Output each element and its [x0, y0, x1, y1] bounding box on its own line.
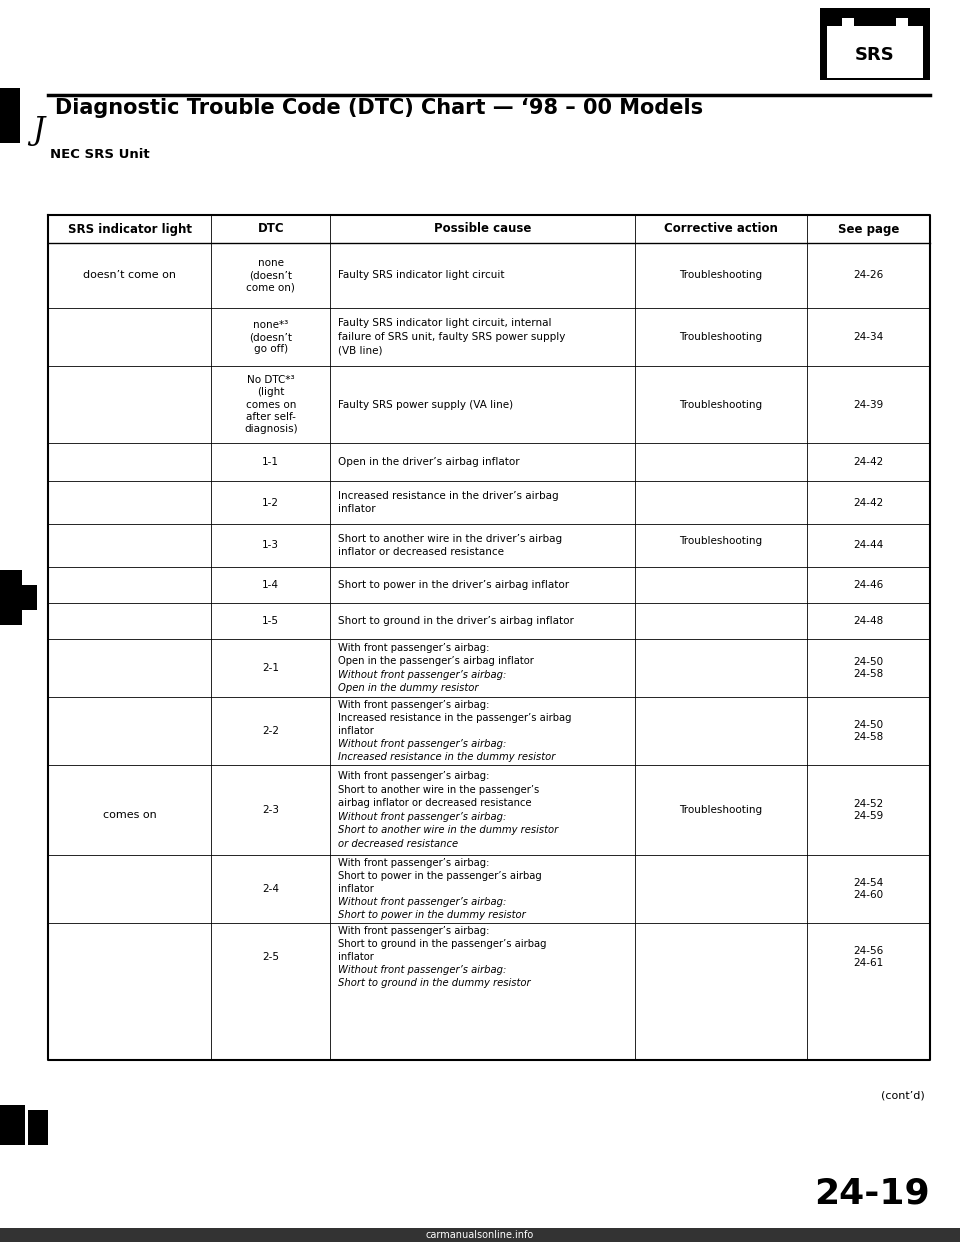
- Text: 24-56
24-61: 24-56 24-61: [853, 946, 883, 969]
- Text: Open in the passenger’s airbag inflator: Open in the passenger’s airbag inflator: [338, 656, 534, 666]
- Text: Short to ground in the dummy resistor: Short to ground in the dummy resistor: [338, 977, 531, 987]
- Text: 24-50
24-58: 24-50 24-58: [853, 657, 883, 679]
- Text: Without front passenger’s airbag:: Without front passenger’s airbag:: [338, 897, 507, 907]
- Text: 24-48: 24-48: [853, 616, 883, 626]
- Text: doesn’t come on: doesn’t come on: [84, 271, 176, 281]
- Bar: [22, 585, 37, 610]
- Text: airbag inflator or decreased resistance: airbag inflator or decreased resistance: [338, 799, 532, 809]
- Text: inflator: inflator: [338, 504, 376, 514]
- Text: (cont’d): (cont’d): [881, 1090, 925, 1100]
- Text: 24-39: 24-39: [853, 400, 883, 410]
- Text: SRS: SRS: [855, 46, 895, 65]
- Text: See page: See page: [837, 222, 899, 236]
- Text: No DTC*³
(light
comes on
after self-
diagnosis): No DTC*³ (light comes on after self- dia…: [244, 375, 298, 435]
- Text: Troubleshooting: Troubleshooting: [679, 332, 762, 342]
- Text: 1-1: 1-1: [262, 457, 279, 467]
- Text: 24-46: 24-46: [853, 580, 883, 590]
- Text: Without front passenger’s airbag:: Without front passenger’s airbag:: [338, 739, 507, 749]
- Text: 2-5: 2-5: [262, 953, 279, 963]
- Bar: [896, 17, 908, 26]
- Text: –: –: [842, 22, 849, 36]
- Bar: [0, 1105, 25, 1145]
- Text: Corrective action: Corrective action: [663, 222, 778, 236]
- Bar: [0, 570, 22, 625]
- Text: 2-1: 2-1: [262, 663, 279, 673]
- Text: Without front passenger’s airbag:: Without front passenger’s airbag:: [338, 812, 507, 822]
- Text: comes on: comes on: [103, 810, 156, 820]
- Text: 2-4: 2-4: [262, 884, 279, 894]
- Text: Diagnostic Trouble Code (DTC) Chart — ‘98 – 00 Models: Diagnostic Trouble Code (DTC) Chart — ‘9…: [55, 98, 703, 118]
- Text: 1-3: 1-3: [262, 540, 279, 550]
- Text: 24-50
24-58: 24-50 24-58: [853, 720, 883, 743]
- Bar: [0, 88, 20, 143]
- Text: SRS indicator light: SRS indicator light: [67, 222, 192, 236]
- Text: With front passenger’s airbag:: With front passenger’s airbag:: [338, 858, 490, 868]
- Text: 24-44: 24-44: [853, 540, 883, 550]
- Text: inflator or decreased resistance: inflator or decreased resistance: [338, 548, 504, 558]
- Text: With front passenger’s airbag:: With front passenger’s airbag:: [338, 643, 490, 653]
- Text: With front passenger’s airbag:: With front passenger’s airbag:: [338, 771, 490, 781]
- Text: 24-42: 24-42: [853, 498, 883, 508]
- Text: With front passenger’s airbag:: With front passenger’s airbag:: [338, 927, 490, 936]
- Text: Short to another wire in the dummy resistor: Short to another wire in the dummy resis…: [338, 825, 559, 836]
- Text: 2-2: 2-2: [262, 727, 279, 737]
- Text: 24-19: 24-19: [814, 1176, 930, 1210]
- Text: J: J: [32, 114, 44, 145]
- Text: +: +: [900, 22, 911, 36]
- Text: 24-54
24-60: 24-54 24-60: [853, 878, 883, 900]
- Text: or decreased resistance: or decreased resistance: [338, 838, 458, 848]
- Text: Short to another wire in the passenger’s: Short to another wire in the passenger’s: [338, 785, 540, 795]
- Text: Short to ground in the driver’s airbag inflator: Short to ground in the driver’s airbag i…: [338, 616, 574, 626]
- Text: 1-4: 1-4: [262, 580, 279, 590]
- Text: none
(doesn’t
come on): none (doesn’t come on): [247, 258, 295, 293]
- Text: Possible cause: Possible cause: [434, 222, 531, 236]
- Text: Faulty SRS power supply (VA line): Faulty SRS power supply (VA line): [338, 400, 514, 410]
- Text: failure of SRS unit, faulty SRS power supply: failure of SRS unit, faulty SRS power su…: [338, 332, 565, 342]
- Text: Short to power in the dummy resistor: Short to power in the dummy resistor: [338, 909, 526, 919]
- Text: Increased resistance in the passenger’s airbag: Increased resistance in the passenger’s …: [338, 713, 572, 723]
- Text: Increased resistance in the driver’s airbag: Increased resistance in the driver’s air…: [338, 491, 559, 501]
- Bar: [827, 26, 923, 78]
- Text: Troubleshooting: Troubleshooting: [679, 400, 762, 410]
- Text: 24-52
24-59: 24-52 24-59: [853, 799, 883, 821]
- Text: Troubleshooting: Troubleshooting: [679, 537, 762, 546]
- Text: DTC: DTC: [257, 222, 284, 236]
- Text: 1-5: 1-5: [262, 616, 279, 626]
- Text: carmanualsonline.info: carmanualsonline.info: [426, 1230, 534, 1240]
- Text: Increased resistance in the dummy resistor: Increased resistance in the dummy resist…: [338, 751, 556, 761]
- Bar: [820, 7, 930, 79]
- Text: (VB line): (VB line): [338, 345, 383, 355]
- Text: 24-42: 24-42: [853, 457, 883, 467]
- Text: inflator: inflator: [338, 727, 374, 737]
- Text: Troubleshooting: Troubleshooting: [679, 805, 762, 815]
- Text: 2-3: 2-3: [262, 805, 279, 815]
- Text: NEC SRS Unit: NEC SRS Unit: [50, 149, 150, 161]
- Text: Without front passenger’s airbag:: Without front passenger’s airbag:: [338, 669, 507, 679]
- Text: Faulty SRS indicator light circuit: Faulty SRS indicator light circuit: [338, 271, 505, 281]
- Text: Short to another wire in the driver’s airbag: Short to another wire in the driver’s ai…: [338, 534, 563, 544]
- Text: 24-26: 24-26: [853, 271, 883, 281]
- Text: Short to ground in the passenger’s airbag: Short to ground in the passenger’s airba…: [338, 939, 547, 949]
- Text: none*³
(doesn’t
go off): none*³ (doesn’t go off): [250, 319, 292, 354]
- Text: Short to power in the passenger’s airbag: Short to power in the passenger’s airbag: [338, 871, 542, 881]
- Text: With front passenger’s airbag:: With front passenger’s airbag:: [338, 700, 490, 710]
- Text: inflator: inflator: [338, 953, 374, 963]
- Text: Short to power in the driver’s airbag inflator: Short to power in the driver’s airbag in…: [338, 580, 569, 590]
- Text: 24-34: 24-34: [853, 332, 883, 342]
- Bar: [0, 1228, 960, 1242]
- Text: Open in the driver’s airbag inflator: Open in the driver’s airbag inflator: [338, 457, 520, 467]
- Text: Without front passenger’s airbag:: Without front passenger’s airbag:: [338, 965, 507, 975]
- Text: Faulty SRS indicator light circuit, internal: Faulty SRS indicator light circuit, inte…: [338, 318, 552, 328]
- Text: 1-2: 1-2: [262, 498, 279, 508]
- Text: Open in the dummy resistor: Open in the dummy resistor: [338, 683, 479, 693]
- Text: Troubleshooting: Troubleshooting: [679, 271, 762, 281]
- Bar: [842, 17, 854, 26]
- Bar: [28, 1110, 48, 1145]
- Text: inflator: inflator: [338, 884, 374, 894]
